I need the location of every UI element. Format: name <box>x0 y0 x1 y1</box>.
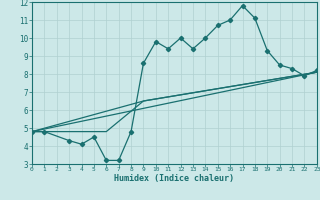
X-axis label: Humidex (Indice chaleur): Humidex (Indice chaleur) <box>115 174 234 183</box>
